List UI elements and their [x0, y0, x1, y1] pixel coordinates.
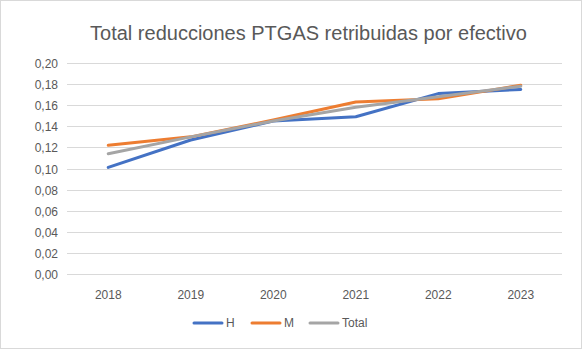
legend-swatch — [310, 322, 338, 325]
y-tick-label: 0,18 — [35, 78, 59, 92]
y-tick-label: 0,14 — [35, 120, 59, 134]
grid-line — [67, 105, 562, 106]
x-tick-label: 2020 — [260, 288, 287, 302]
x-tick-label: 2022 — [425, 288, 452, 302]
grid-line — [67, 190, 562, 191]
grid-line — [67, 126, 562, 127]
grid-line — [67, 253, 562, 254]
x-tick-label: 2023 — [507, 288, 534, 302]
legend-swatch — [252, 322, 280, 325]
x-tick-label: 2018 — [95, 288, 122, 302]
legend-label: M — [284, 316, 294, 330]
legend-label: Total — [342, 316, 367, 330]
legend-swatch — [194, 322, 222, 325]
x-tick-label: 2019 — [177, 288, 204, 302]
grid-line — [67, 274, 562, 275]
chart-frame — [1, 1, 582, 349]
y-tick-label: 0,06 — [35, 205, 59, 219]
x-tick-label: 2021 — [342, 288, 369, 302]
series-line — [108, 86, 521, 154]
y-tick-label: 0,12 — [35, 141, 59, 155]
y-tick-label: 0,08 — [35, 184, 59, 198]
grid-line — [67, 169, 562, 170]
grid-line — [67, 63, 562, 64]
y-tick-label: 0,16 — [35, 99, 59, 113]
series-line — [108, 89, 521, 167]
grid-line — [67, 211, 562, 212]
grid-line — [67, 232, 562, 233]
legend: H M Total — [194, 316, 367, 330]
grid-line — [67, 84, 562, 85]
y-tick-label: 0,10 — [35, 163, 59, 177]
plot-area — [108, 85, 521, 167]
chart: Total reducciones PTGAS retribuidas por … — [0, 0, 582, 349]
legend-label: H — [226, 316, 235, 330]
y-tick-label: 0,04 — [35, 226, 59, 240]
y-tick-label: 0,02 — [35, 247, 59, 261]
title: Total reducciones PTGAS retribuidas por … — [90, 22, 527, 44]
y-tick-label: 0,20 — [35, 57, 59, 71]
y-tick-label: 0,00 — [35, 268, 59, 282]
